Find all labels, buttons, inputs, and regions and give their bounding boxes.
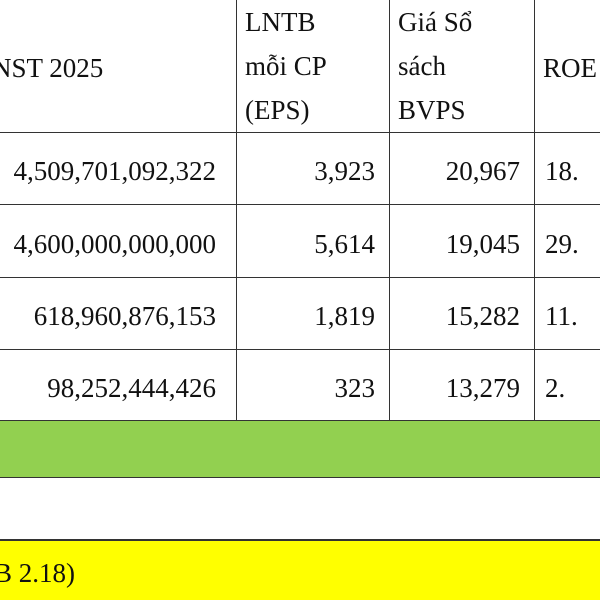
cell-text: 4,509,701,092,322	[13, 156, 217, 186]
table-cell: 11.	[535, 278, 600, 350]
table-cell: 618,960,876,153	[0, 278, 237, 350]
table-cell: 4,600,000,000,000	[0, 205, 237, 278]
cell-text: 323	[334, 372, 376, 403]
table-cell: 15,282	[390, 278, 535, 350]
header-cell: Giá Sổ sách BVPS	[390, 0, 535, 133]
header-cell: LNTB mỗi CP (EPS)	[237, 0, 390, 133]
cell-text: 15,282	[445, 301, 520, 331]
blank-row	[0, 478, 600, 540]
cell-text: 1,819	[314, 301, 375, 331]
cell-text: 4,600,000,000,000	[13, 228, 217, 259]
header-text: BVPS	[398, 95, 466, 125]
cell-text: 3,923	[314, 156, 375, 186]
cell-text: 11.	[545, 301, 578, 331]
table-cell: 20,967	[390, 133, 535, 205]
cell-text: 29.	[545, 228, 579, 259]
cell-text: 13,279	[445, 372, 520, 403]
table-cell: 29.	[535, 205, 600, 278]
header-text: ROE	[543, 53, 597, 83]
header-text: (EPS)	[245, 95, 310, 125]
cell-text: 5,614	[314, 228, 375, 259]
table-cell: 2.	[535, 350, 600, 421]
table-cell: 3,923	[237, 133, 390, 205]
cell-text: 618,960,876,153	[33, 301, 216, 331]
note-text: B 2.18)	[0, 558, 75, 588]
table-cell: 5,614	[237, 205, 390, 278]
table-cell: 4,509,701,092,322	[0, 133, 237, 205]
table-cell: 1,819	[237, 278, 390, 350]
note-row: B 2.18)	[0, 540, 600, 600]
table-cell: 19,045	[390, 205, 535, 278]
cell-text: 2.	[545, 372, 566, 403]
cell-text: 18.	[545, 156, 579, 186]
table-cell: 98,252,444,426	[0, 350, 237, 421]
header-text: sách	[398, 51, 446, 81]
header-text: NST 2025	[0, 53, 104, 83]
green-row	[0, 421, 600, 478]
header-text: LNTB	[245, 7, 316, 37]
header-cell: NST 2025	[0, 0, 237, 133]
header-cell: ROE	[535, 0, 600, 133]
header-text: mỗi CP	[245, 51, 327, 81]
header-text: Giá Sổ	[398, 7, 473, 37]
table-cell: 323	[237, 350, 390, 421]
table-cell: 13,279	[390, 350, 535, 421]
cell-text: 20,967	[445, 156, 520, 186]
cell-text: 98,252,444,426	[47, 372, 216, 403]
cell-text: 19,045	[445, 228, 520, 259]
table-cell: 18.	[535, 133, 600, 205]
